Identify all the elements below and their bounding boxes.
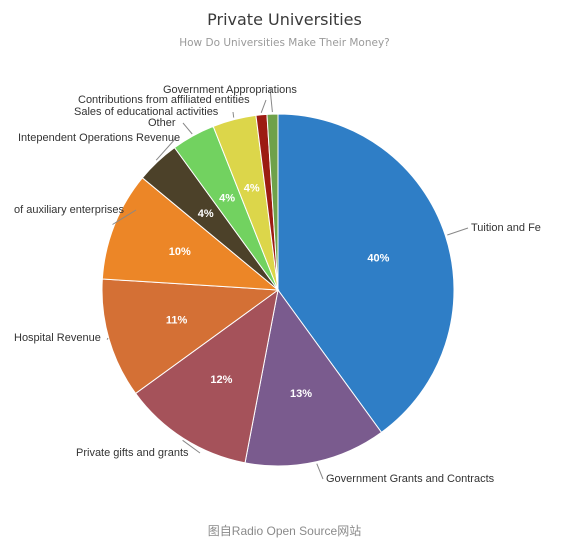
slice-leader-line bbox=[155, 137, 177, 161]
slice-category-label: Tuition and Fe bbox=[471, 222, 541, 234]
slice-percent-label: 12% bbox=[210, 374, 232, 386]
slice-percent-label: 4% bbox=[244, 183, 260, 195]
slice-leader-line bbox=[182, 439, 201, 454]
slice-percent-label: 11% bbox=[166, 315, 188, 327]
slice-category-label: Government Grants and Contracts bbox=[326, 473, 495, 485]
slice-leader-line bbox=[232, 111, 235, 118]
slice-category-label: Private gifts and grants bbox=[76, 447, 189, 459]
slice-category-label: Other bbox=[148, 117, 176, 129]
pie-slice[interactable] bbox=[277, 113, 455, 434]
pie-slice[interactable] bbox=[134, 288, 279, 464]
pie-leader-lines bbox=[106, 87, 469, 480]
pie-slices bbox=[101, 113, 455, 467]
slice-leader-line bbox=[182, 122, 193, 135]
slice-leader-line bbox=[316, 463, 324, 480]
slice-category-label: of auxiliary enterprises bbox=[14, 204, 125, 216]
slice-percent-label: 40% bbox=[367, 252, 389, 264]
slice-leader-line bbox=[260, 99, 267, 113]
slice-leader-line bbox=[447, 227, 469, 236]
pie-slice[interactable] bbox=[244, 288, 383, 467]
pie-labels: 40% Tuition and Fe 13% Government Grants an… bbox=[14, 84, 541, 485]
slice-leader-line bbox=[106, 337, 109, 340]
pie-slice[interactable] bbox=[101, 278, 280, 395]
pie-slice[interactable] bbox=[266, 113, 279, 291]
slice-percent-label: 10% bbox=[169, 246, 191, 258]
slice-category-label: Contributions from affiliated entities bbox=[78, 94, 250, 106]
slice-percent-label: 4% bbox=[219, 193, 235, 205]
slice-category-label: Hospital Revenue bbox=[14, 332, 101, 344]
slice-leader-line bbox=[269, 87, 273, 113]
image-caption: 图自Radio Open Source网站 bbox=[207, 524, 362, 538]
chart-title: Private Universities bbox=[207, 10, 362, 29]
slice-percent-label: 13% bbox=[290, 388, 312, 400]
pie-slice[interactable] bbox=[101, 177, 280, 291]
slice-leader-line bbox=[112, 209, 137, 225]
slice-category-label: Intependent Operations Revenue bbox=[18, 132, 180, 144]
slice-category-label: Government Appropriations bbox=[163, 84, 297, 96]
chart-subtitle: How Do Universities Make Their Money? bbox=[179, 37, 390, 49]
slice-percent-label: 4% bbox=[198, 208, 214, 220]
slice-category-label: Sales of educational activities bbox=[74, 106, 219, 118]
